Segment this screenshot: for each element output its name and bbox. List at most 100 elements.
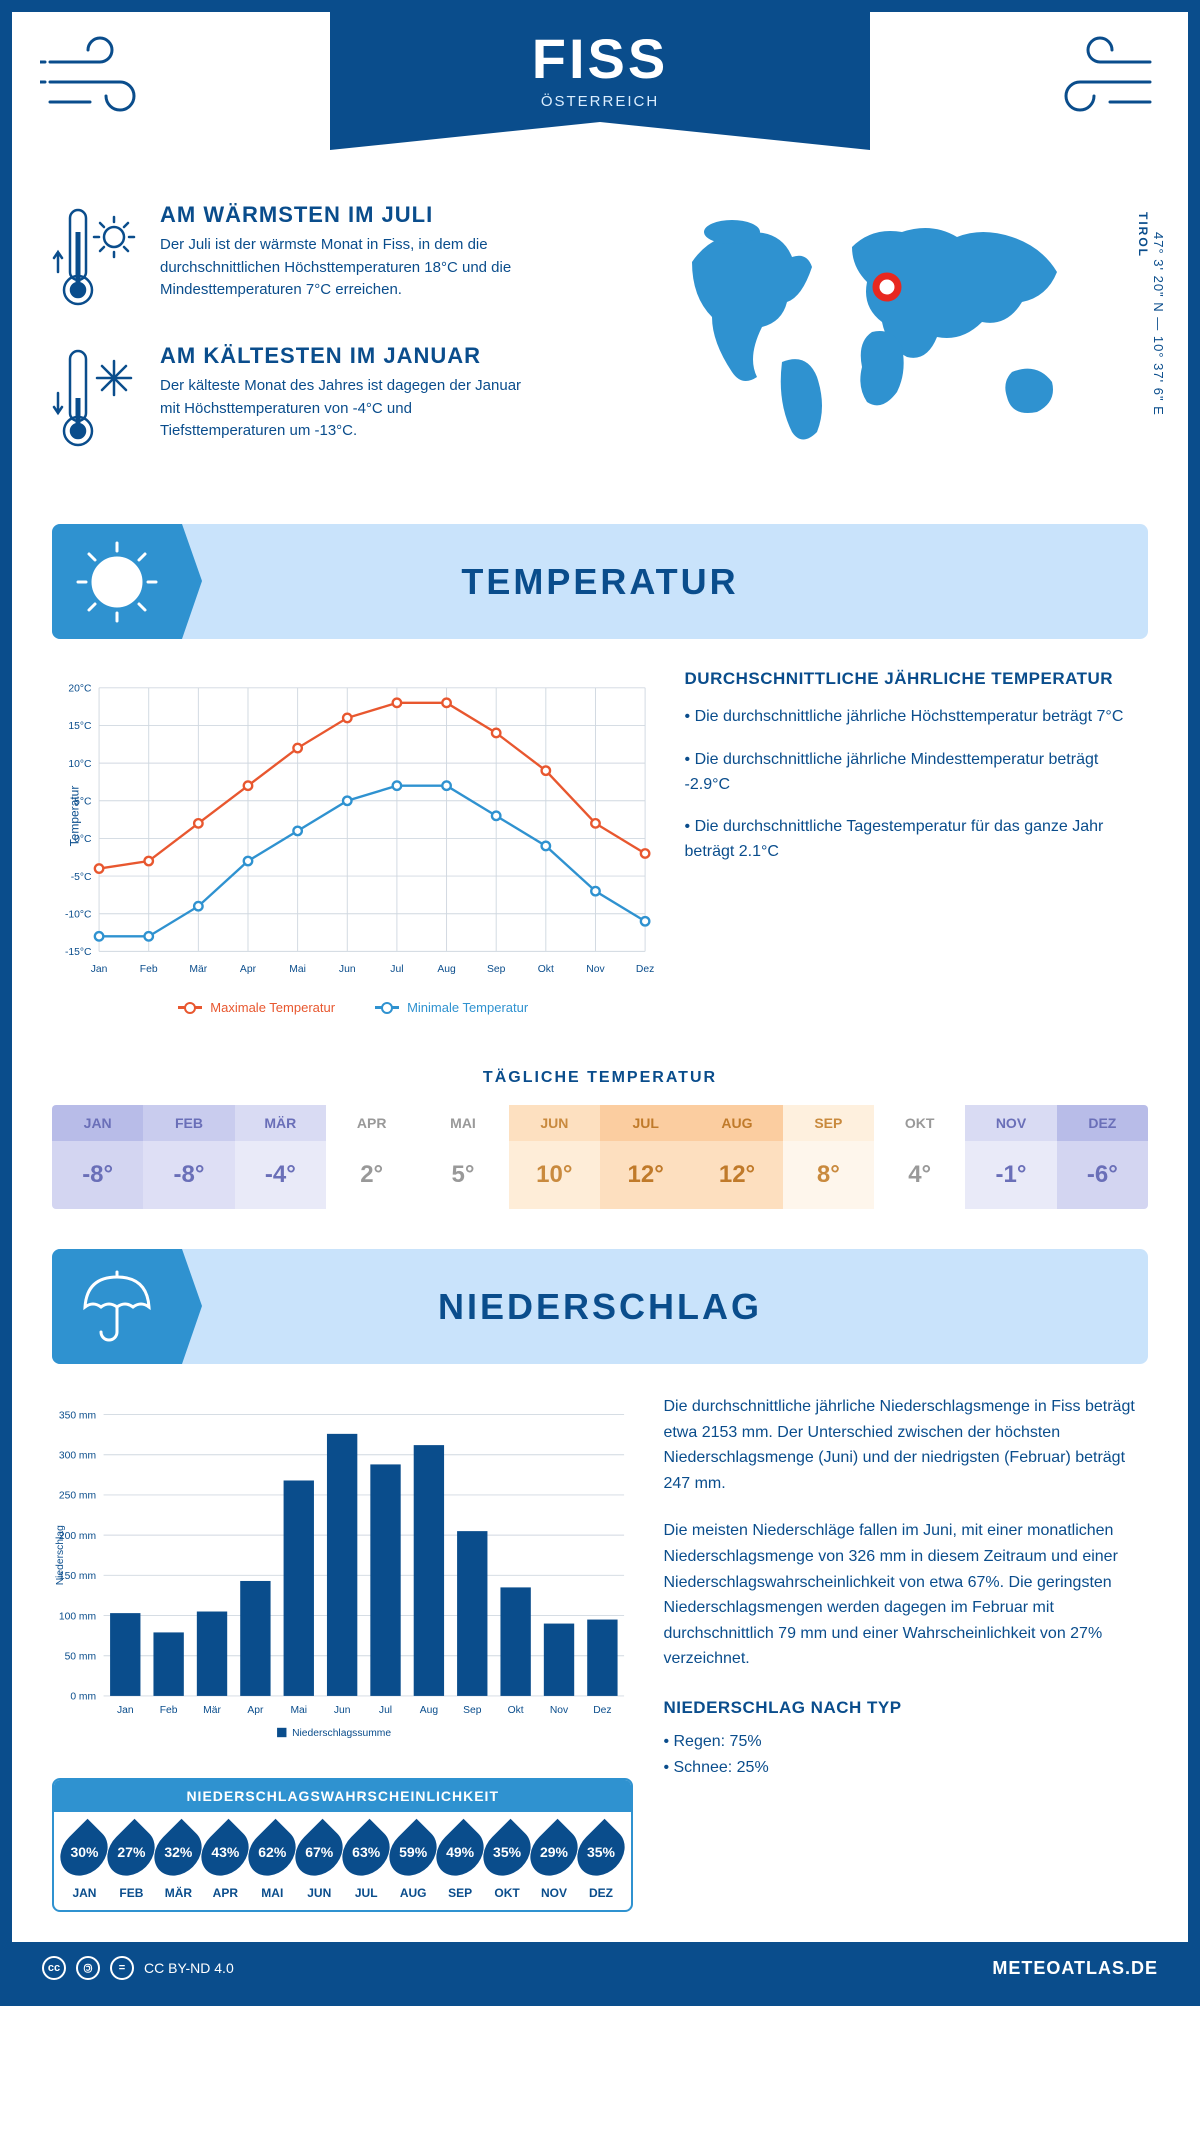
svg-text:Mär: Mär	[203, 1705, 221, 1716]
probability-drop: 32% MÄR	[156, 1826, 201, 1900]
probability-grid: 30% JAN 27% FEB 32% MÄR 43% APR 62% MAI …	[54, 1812, 631, 1910]
svg-text:Jul: Jul	[390, 964, 403, 975]
precipitation-bar-chart: 0 mm50 mm100 mm150 mm200 mm250 mm300 mm3…	[52, 1394, 633, 1754]
precipitation-section-header: NIEDERSCHLAG	[52, 1249, 1148, 1364]
legend-max-label: Maximale Temperatur	[210, 1000, 335, 1015]
title-banner: FISS ÖSTERREICH	[330, 12, 870, 122]
svg-text:50 mm: 50 mm	[65, 1651, 96, 1662]
coldest-desc: Der kälteste Monat des Jahres ist dagege…	[160, 375, 540, 443]
probability-drop: 27% FEB	[109, 1826, 154, 1900]
probability-drop: 29% NOV	[532, 1826, 577, 1900]
license-info: cc 🄯 = CC BY-ND 4.0	[42, 1956, 234, 1980]
svg-text:300 mm: 300 mm	[59, 1451, 96, 1462]
precipitation-content: 0 mm50 mm100 mm150 mm200 mm250 mm300 mm3…	[12, 1394, 1188, 1942]
precip-para-1: Die durchschnittliche jährliche Niedersc…	[663, 1394, 1148, 1496]
precipitation-summary: Die durchschnittliche jährliche Niedersc…	[663, 1394, 1148, 1912]
world-map-column: TIROL 47° 3' 20" N — 10° 37' 6" E	[615, 202, 1148, 484]
temp-summary-title: DURCHSCHNITTLICHE JÄHRLICHE TEMPERATUR	[685, 669, 1148, 689]
temperature-line-chart: Temperatur -15°C-10°C-5°C0°C5°C10°C15°C2…	[52, 669, 655, 1029]
thermometer-cold-icon	[52, 343, 142, 458]
svg-text:Dez: Dez	[593, 1705, 611, 1716]
temperature-title: TEMPERATUR	[461, 561, 738, 603]
svg-text:Sep: Sep	[487, 964, 506, 975]
svg-text:Okt: Okt	[508, 1705, 524, 1716]
region-label: TIROL	[1136, 212, 1150, 258]
probability-drop: 49% SEP	[438, 1826, 483, 1900]
svg-text:Mai: Mai	[289, 964, 306, 975]
svg-text:Okt: Okt	[538, 964, 554, 975]
svg-text:10°C: 10°C	[68, 759, 92, 770]
svg-text:Niederschlag: Niederschlag	[55, 1525, 66, 1585]
nd-icon: =	[110, 1956, 134, 1980]
daily-temp-title: TÄGLICHE TEMPERATUR	[12, 1069, 1188, 1087]
svg-text:-10°C: -10°C	[65, 909, 92, 920]
probability-drop: 30% JAN	[62, 1826, 107, 1900]
temperature-summary: DURCHSCHNITTLICHE JÄHRLICHE TEMPERATUR •…	[685, 669, 1148, 1029]
temp-bullet-3: • Die durchschnittliche Tagestemperatur …	[685, 815, 1148, 865]
precip-type-title: NIEDERSCHLAG NACH TYP	[663, 1694, 1148, 1721]
svg-text:Jun: Jun	[339, 964, 356, 975]
country-subtitle: ÖSTERREICH	[330, 93, 870, 110]
temp-bullet-2: • Die durchschnittliche jährliche Mindes…	[685, 748, 1148, 798]
svg-text:Jan: Jan	[117, 1705, 134, 1716]
svg-text:Jan: Jan	[91, 964, 108, 975]
precip-rain-pct: • Regen: 75%	[663, 1729, 1148, 1755]
svg-text:Nov: Nov	[586, 964, 605, 975]
wind-icon	[40, 32, 170, 127]
precip-para-2: Die meisten Niederschläge fallen im Juni…	[663, 1518, 1148, 1672]
precipitation-title: NIEDERSCHLAG	[438, 1286, 762, 1328]
coldest-title: AM KÄLTESTEN IM JANUAR	[160, 343, 540, 369]
temperature-section-header: TEMPERATUR	[52, 524, 1148, 639]
svg-text:Aug: Aug	[437, 964, 456, 975]
svg-text:Sep: Sep	[463, 1705, 482, 1716]
svg-text:Mai: Mai	[290, 1705, 307, 1716]
wind-icon	[1030, 32, 1160, 127]
temp-y-axis-label: Temperatur	[67, 786, 81, 847]
location-title: FISS	[330, 26, 870, 91]
sun-icon	[52, 524, 182, 639]
warmest-text: AM WÄRMSTEN IM JULI Der Juli ist der wär…	[160, 202, 540, 317]
svg-text:Jun: Jun	[334, 1705, 351, 1716]
umbrella-icon	[52, 1249, 182, 1364]
by-icon: 🄯	[76, 1956, 100, 1980]
probability-drop: 63% JUL	[344, 1826, 389, 1900]
warmest-desc: Der Juli ist der wärmste Monat in Fiss, …	[160, 234, 540, 302]
svg-text:Feb: Feb	[140, 964, 158, 975]
temp-bullet-1: • Die durchschnittliche jährliche Höchst…	[685, 705, 1148, 730]
page-container: FISS ÖSTERREICH AM WÄRMSTEN IM JULI Der …	[0, 0, 1200, 2006]
temperature-content: Temperatur -15°C-10°C-5°C0°C5°C10°C15°C2…	[12, 669, 1188, 1059]
probability-title: NIEDERSCHLAGSWAHRSCHEINLICHKEIT	[54, 1780, 631, 1812]
svg-text:-5°C: -5°C	[71, 872, 92, 883]
svg-text:Feb: Feb	[160, 1705, 178, 1716]
svg-text:350 mm: 350 mm	[59, 1410, 96, 1421]
probability-drop: 62% MAI	[250, 1826, 295, 1900]
coldest-text: AM KÄLTESTEN IM JANUAR Der kälteste Mona…	[160, 343, 540, 458]
intro-text-column: AM WÄRMSTEN IM JULI Der Juli ist der wär…	[52, 202, 585, 484]
precipitation-left-column: 0 mm50 mm100 mm150 mm200 mm250 mm300 mm3…	[52, 1394, 633, 1912]
probability-drop: 67% JUN	[297, 1826, 342, 1900]
svg-text:100 mm: 100 mm	[59, 1611, 96, 1622]
svg-text:Aug: Aug	[420, 1705, 439, 1716]
thermometer-hot-icon	[52, 202, 142, 317]
license-label: CC BY-ND 4.0	[144, 1960, 234, 1976]
coordinates-label: 47° 3' 20" N — 10° 37' 6" E	[1151, 232, 1166, 416]
probability-drop: 35% DEZ	[578, 1826, 623, 1900]
daily-temperature-table: JANFEBMÄRAPRMAIJUNJULAUGSEPOKTNOVDEZ-8°-…	[52, 1105, 1148, 1209]
probability-drop: 59% AUG	[391, 1826, 436, 1900]
svg-text:Jul: Jul	[379, 1705, 392, 1716]
site-name: METEOATLAS.DE	[992, 1958, 1158, 1979]
intro-section: AM WÄRMSTEN IM JULI Der Juli ist der wär…	[12, 182, 1188, 514]
probability-drop: 43% APR	[203, 1826, 248, 1900]
cc-icon: cc	[42, 1956, 66, 1980]
temp-chart-legend: Maximale Temperatur Minimale Temperatur	[52, 1000, 655, 1015]
precip-snow-pct: • Schnee: 25%	[663, 1755, 1148, 1781]
header: FISS ÖSTERREICH	[12, 12, 1188, 182]
svg-text:250 mm: 250 mm	[59, 1491, 96, 1502]
svg-text:Apr: Apr	[247, 1705, 264, 1716]
precipitation-probability-box: NIEDERSCHLAGSWAHRSCHEINLICHKEIT 30% JAN …	[52, 1778, 633, 1912]
svg-text:0 mm: 0 mm	[70, 1692, 96, 1703]
world-map-icon	[662, 202, 1102, 462]
svg-text:-15°C: -15°C	[65, 947, 92, 958]
warmest-row: AM WÄRMSTEN IM JULI Der Juli ist der wär…	[52, 202, 585, 317]
svg-text:Nov: Nov	[550, 1705, 569, 1716]
